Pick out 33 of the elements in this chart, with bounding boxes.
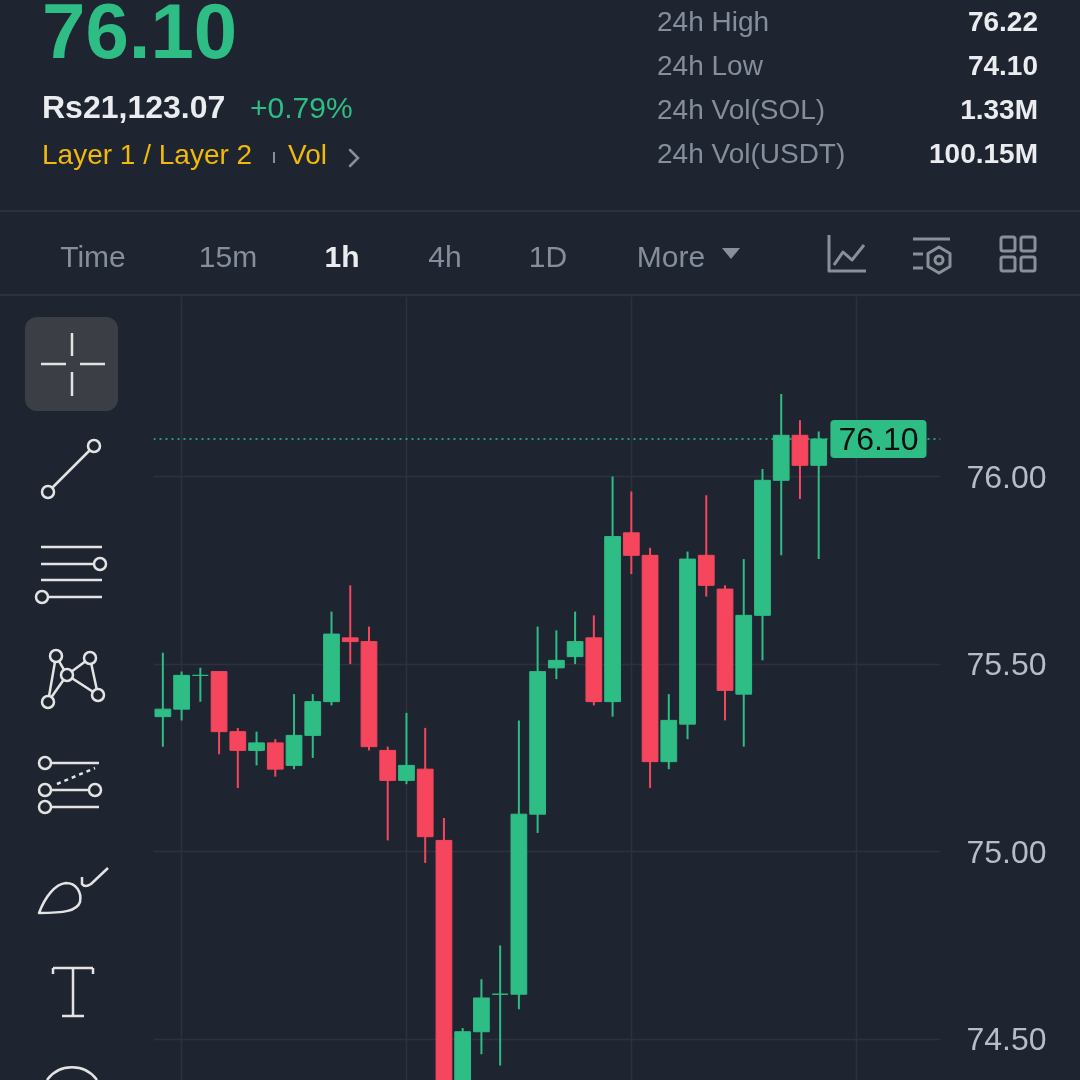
text: 1D: [528, 239, 568, 273]
text: 76.22: [967, 6, 1038, 38]
candlestick: [398, 711, 415, 786]
candlestick: [341, 584, 359, 666]
text: 4h: [428, 239, 462, 273]
candlestick: [622, 490, 640, 576]
text: 24h Vol(USDT): [657, 138, 846, 170]
candlestick: [248, 730, 265, 767]
ref-line-label: 76.10: [838, 421, 919, 458]
candlestick: [154, 651, 172, 748]
text: 24h Low: [657, 50, 763, 82]
text: Time: [60, 239, 126, 273]
text: More: [636, 239, 706, 273]
text: 15m: [198, 239, 258, 273]
candlestick: [491, 944, 509, 1067]
text: 24h Vol(SOL): [657, 94, 826, 126]
text: +0.79%: [250, 90, 353, 124]
text: 1h: [324, 239, 360, 273]
text: 100.15M: [929, 138, 1038, 170]
candlestick: [566, 610, 584, 666]
text: 1.33M: [960, 94, 1038, 126]
text: Rs21,123.07: [42, 88, 226, 125]
text: 74.10: [967, 50, 1038, 82]
y-tick-label: 75.00: [966, 833, 1047, 870]
text: Layer 1 / Layer 2: [42, 139, 253, 171]
chart-title: 76.10: [42, 0, 238, 75]
y-tick-label: 76.00: [966, 458, 1047, 495]
text: 24h High: [657, 6, 770, 38]
candlestick: [548, 629, 565, 681]
y-tick-label: 74.50: [966, 1021, 1047, 1058]
candlestick: [191, 666, 209, 703]
text: Vol: [288, 139, 327, 171]
y-tick-label: 75.50: [966, 646, 1047, 683]
